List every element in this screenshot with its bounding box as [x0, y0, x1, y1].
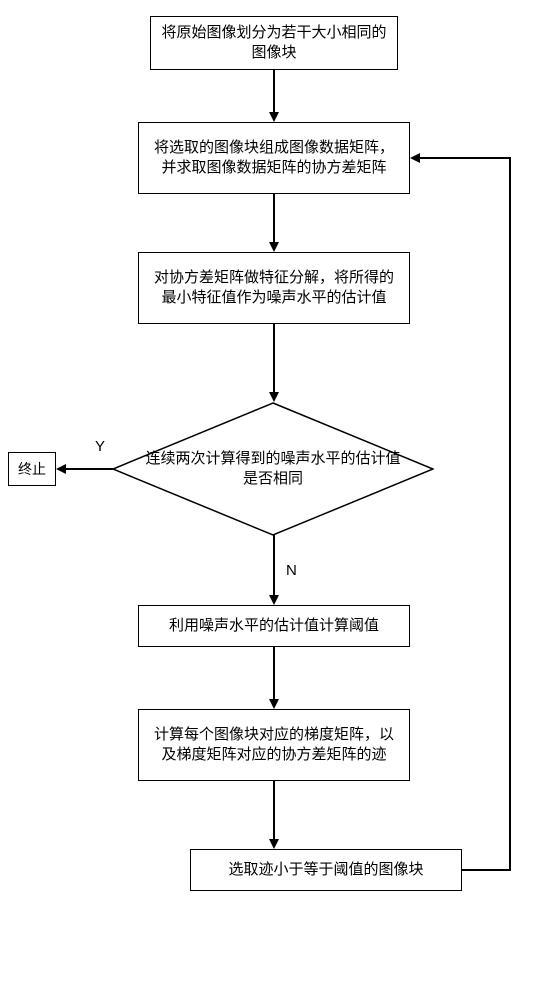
- step-eigendecomp: 对协方差矩阵做特征分解，将所得的最小特征值作为噪声水平的估计值: [138, 252, 410, 324]
- arrow: [273, 535, 275, 597]
- arrow-head: [56, 464, 66, 474]
- step-text: 将选取的图像块组成图像数据矩阵，并求取图像数据矩阵的协方差矩阵: [147, 138, 401, 179]
- terminate-box: 终止: [8, 452, 56, 486]
- step-text: 将原始图像划分为若干大小相同的图像块: [159, 23, 389, 64]
- arrow-head: [269, 699, 279, 709]
- label-no: N: [286, 562, 297, 579]
- arrow-head: [269, 839, 279, 849]
- arrow-head: [269, 595, 279, 605]
- arrow: [509, 157, 511, 871]
- arrow-head: [269, 242, 279, 252]
- terminate-text: 终止: [18, 460, 46, 479]
- step-text: 选取迹小于等于阈值的图像块: [228, 860, 423, 880]
- label-yes: Y: [95, 438, 105, 455]
- step-build-matrix: 将选取的图像块组成图像数据矩阵，并求取图像数据矩阵的协方差矩阵: [138, 122, 410, 194]
- decision-same-estimate: 连续两次计算得到的噪声水平的估计值是否相同: [112, 402, 434, 536]
- step-text: 利用噪声水平的估计值计算阈值: [169, 616, 379, 636]
- arrow-head: [410, 153, 420, 163]
- arrow: [273, 70, 275, 114]
- step-select-blocks: 选取迹小于等于阈值的图像块: [190, 849, 462, 891]
- arrow: [273, 194, 275, 244]
- arrow: [273, 324, 275, 394]
- arrow: [64, 468, 113, 470]
- step-text: 对协方差矩阵做特征分解，将所得的最小特征值作为噪声水平的估计值: [147, 268, 401, 309]
- step-text: 计算每个图像块对应的梯度矩阵，以及梯度矩阵对应的协方差矩阵的迹: [147, 725, 401, 766]
- arrow: [273, 647, 275, 701]
- arrow-head: [269, 392, 279, 402]
- step-divide-image: 将原始图像划分为若干大小相同的图像块: [150, 16, 398, 70]
- arrow: [462, 869, 510, 871]
- arrow: [418, 157, 510, 159]
- decision-text: 连续两次计算得到的噪声水平的估计值是否相同: [112, 449, 434, 490]
- step-calc-threshold: 利用噪声水平的估计值计算阈值: [138, 605, 410, 647]
- arrow-head: [269, 112, 279, 122]
- arrow: [273, 781, 275, 841]
- step-gradient-trace: 计算每个图像块对应的梯度矩阵，以及梯度矩阵对应的协方差矩阵的迹: [138, 709, 410, 781]
